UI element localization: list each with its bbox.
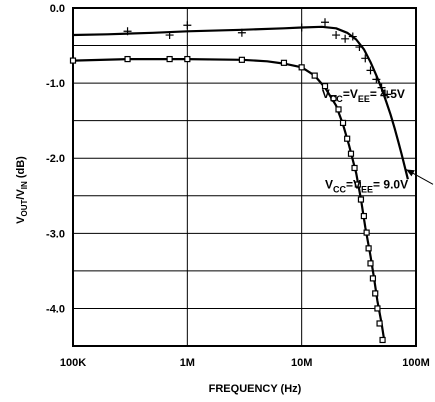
plus-marker	[297, 23, 306, 32]
square-marker	[357, 196, 365, 203]
square-marker	[354, 181, 361, 188]
series-line-2	[72, 58, 386, 343]
plus-marker	[355, 43, 364, 52]
square-marker	[69, 57, 77, 64]
square-marker	[374, 305, 381, 312]
square-marker	[376, 320, 383, 327]
plus-marker	[165, 31, 174, 40]
plus-marker	[341, 34, 350, 43]
square-marker	[311, 72, 318, 79]
square-marker	[379, 336, 386, 344]
plus-marker	[123, 27, 132, 36]
y-tick-label: -2.0	[46, 153, 65, 165]
square-marker	[166, 55, 173, 63]
series-markers	[69, 18, 392, 344]
square-marker	[124, 55, 131, 63]
square-marker	[344, 135, 351, 142]
plus-marker	[348, 32, 357, 41]
annotation-label-2: VCC=VEE= 9.0V	[325, 177, 408, 194]
square-marker	[360, 212, 367, 220]
x-axis-title: FREQUENCY (Hz)	[209, 383, 302, 395]
square-marker	[363, 229, 370, 236]
plus-marker	[321, 18, 330, 27]
y-tick-label: -4.0	[46, 303, 65, 315]
y-tick-label: -3.0	[46, 228, 65, 240]
x-tick-label: 100M	[402, 357, 430, 369]
plus-marker	[383, 90, 392, 99]
square-marker	[298, 64, 305, 71]
square-marker	[238, 56, 245, 63]
square-marker	[365, 245, 372, 252]
annotations: VCC=VEE= 4.5V VCC=VEE= 9.0V	[322, 87, 434, 194]
square-marker	[351, 164, 358, 172]
square-marker	[367, 260, 374, 267]
y-tick-label: 0.0	[50, 3, 65, 15]
x-tick-label: 10M	[291, 357, 312, 369]
plus-marker	[237, 28, 246, 37]
plot-frame	[72, 7, 417, 347]
annotation-arrowhead	[406, 169, 415, 177]
plus-marker	[183, 21, 192, 30]
plus-marker	[332, 31, 341, 40]
plus-marker	[377, 83, 386, 92]
series-lines	[72, 25, 409, 343]
series-line-1	[72, 25, 409, 180]
plus-marker	[361, 54, 370, 63]
plus-marker	[372, 75, 381, 84]
square-marker	[339, 119, 347, 127]
y-tick-labels: 0.0 -1.0 -2.0 -3.0 -4.0	[46, 3, 65, 315]
square-marker	[321, 83, 329, 90]
square-marker	[330, 95, 337, 102]
x-tick-labels: 100K 1M 10M 100M	[60, 357, 430, 369]
square-marker	[369, 275, 377, 282]
y-axis-title: VOUT/VIN (dB)	[15, 156, 29, 224]
square-marker	[372, 290, 379, 297]
square-marker	[347, 150, 355, 157]
square-marker	[280, 59, 288, 66]
square-marker	[335, 106, 342, 113]
plus-marker	[366, 66, 375, 75]
annotation-label-1: VCC=VEE= 4.5V	[322, 87, 405, 104]
x-tick-label: 1M	[180, 357, 195, 369]
y-tick-label: -1.0	[46, 78, 65, 90]
square-marker	[184, 55, 191, 63]
x-tick-label: 100K	[60, 357, 86, 369]
